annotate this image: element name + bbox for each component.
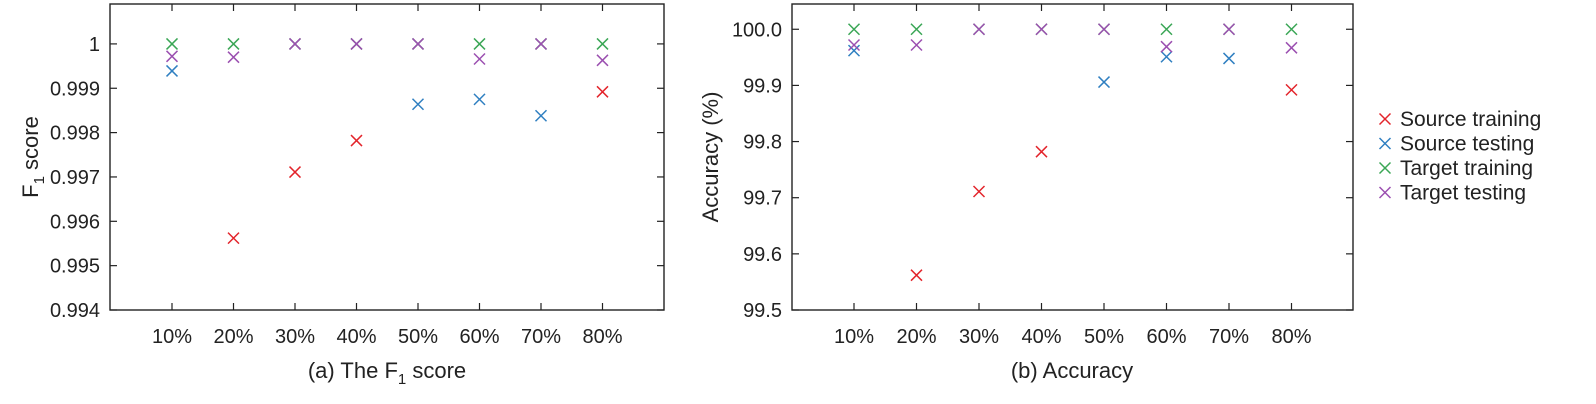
y-tick-label: 0.994 [50, 300, 100, 322]
data-point [847, 23, 861, 36]
x-tick-label: 20% [213, 326, 253, 348]
data-point [910, 269, 923, 282]
x-tick-label: 40% [336, 326, 376, 348]
data-point [596, 37, 609, 50]
data-point [972, 23, 986, 36]
data-point [350, 134, 363, 147]
data-point [1160, 40, 1173, 53]
data-point [1097, 23, 1111, 36]
x-tick-label: 10% [834, 326, 874, 348]
data-point [847, 38, 861, 52]
y-tick-label: 100.0 [732, 19, 782, 41]
x-tick-label: 20% [896, 326, 936, 348]
y-tick-label: 99.7 [743, 188, 782, 210]
legend-marker [1378, 112, 1392, 126]
caption: (a) The F1 score [308, 358, 466, 388]
x-tick-label: 60% [1146, 326, 1186, 348]
legend-marker [1378, 161, 1392, 175]
x-tick-label: 60% [459, 326, 499, 348]
y-tick-label: 0.995 [50, 256, 100, 278]
data-point [1160, 23, 1173, 36]
data-point [910, 23, 923, 36]
data-point [972, 185, 986, 198]
data-point [1035, 145, 1048, 158]
y-tick-label: 0.996 [50, 211, 100, 233]
data-point [288, 166, 302, 179]
data-point [227, 37, 240, 50]
data-point [473, 93, 486, 106]
data-point [534, 109, 548, 122]
data-point [847, 44, 861, 57]
x-tick-label: 50% [398, 326, 438, 348]
data-point [1097, 76, 1111, 89]
legend-label: Target testing [1400, 182, 1526, 205]
x-tick-label: 30% [275, 326, 315, 348]
y-tick-label: 0.999 [50, 78, 100, 100]
data-point [165, 37, 179, 50]
panel-f1-score: 0.994 0.995 0.996 0.997 0.998 0.999 1 10% 20% 30%… [18, 3, 665, 388]
y-tick-label: 99.8 [743, 132, 782, 154]
data-point [288, 37, 302, 50]
y-tick-label: 99.5 [743, 300, 782, 322]
y-tick-label: 1 [89, 34, 100, 56]
y-axis-label: Accuracy (%) [698, 92, 723, 223]
data-point [596, 54, 609, 67]
data-point [1285, 83, 1298, 96]
legend-label: Source testing [1400, 133, 1534, 156]
data-point [1222, 52, 1236, 65]
data-point [227, 232, 240, 245]
x-tick-label: 80% [1271, 326, 1311, 348]
data-point [596, 85, 609, 98]
y-axis-label: F1 score [18, 116, 48, 198]
y-tick-label: 0.997 [50, 167, 100, 189]
y-tick-label: 99.6 [743, 244, 782, 266]
data-point [534, 37, 548, 50]
data-point [165, 50, 179, 63]
x-tick-label: 50% [1084, 326, 1124, 348]
plot-frame [791, 3, 1354, 311]
legend-label: Source training [1400, 108, 1541, 131]
x-tick-label: 40% [1021, 326, 1061, 348]
x-tick-label: 10% [152, 326, 192, 348]
data-point [1035, 23, 1048, 36]
legend-label: Target training [1400, 157, 1533, 180]
data-point [350, 37, 363, 50]
plot-frame [109, 3, 665, 311]
data-point [1160, 50, 1173, 63]
x-tick-label: 30% [959, 326, 999, 348]
x-tick-label: 80% [582, 326, 622, 348]
legend-marker [1378, 137, 1392, 150]
panel-accuracy: 99.5 99.6 99.7 99.8 99.9 100.0 10% 20% 30% 40% 50%… [698, 3, 1354, 383]
legend-marker [1378, 186, 1392, 199]
data-point [411, 98, 425, 111]
y-tick-label: 99.9 [743, 75, 782, 97]
data-point [473, 37, 486, 50]
data-point [473, 52, 486, 66]
x-tick-label: 70% [1209, 326, 1249, 348]
caption: (b) Accuracy [1011, 358, 1133, 383]
data-point [227, 51, 240, 64]
x-tick-label: 70% [521, 326, 561, 348]
data-point [411, 37, 425, 50]
data-point [1285, 41, 1298, 54]
data-point [910, 38, 923, 52]
y-tick-label: 0.998 [50, 123, 100, 145]
data-point [1222, 23, 1236, 36]
data-point [1285, 23, 1298, 36]
data-point [165, 64, 179, 77]
